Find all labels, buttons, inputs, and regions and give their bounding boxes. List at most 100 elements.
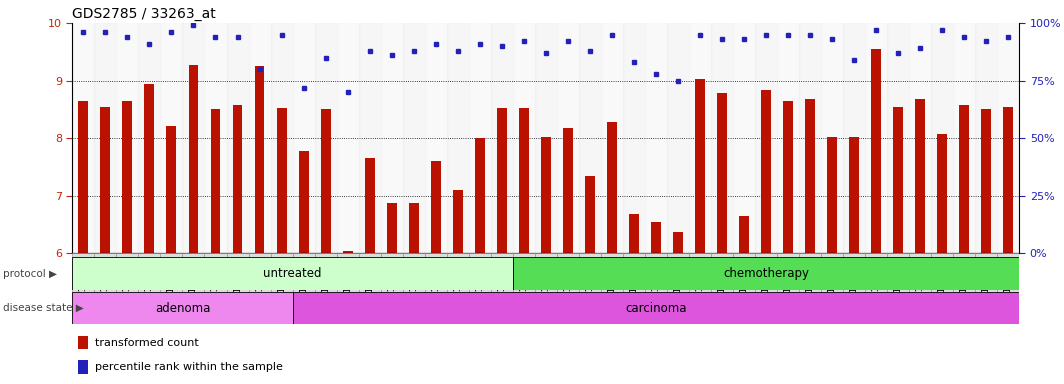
- Text: GSM180643: GSM180643: [453, 257, 462, 311]
- Bar: [204, 23, 227, 253]
- Bar: [431, 161, 440, 253]
- Bar: [320, 109, 331, 253]
- Bar: [315, 23, 336, 253]
- Bar: [849, 137, 859, 253]
- Bar: [138, 253, 161, 317]
- Bar: [233, 105, 243, 253]
- Bar: [249, 253, 270, 317]
- Bar: [293, 292, 1019, 324]
- Bar: [629, 214, 638, 253]
- Bar: [469, 23, 491, 253]
- Text: carcinoma: carcinoma: [626, 302, 686, 314]
- Bar: [645, 23, 667, 253]
- Bar: [72, 292, 293, 324]
- Bar: [1003, 107, 1013, 253]
- Bar: [622, 253, 645, 317]
- Text: GDS2785 / 33263_at: GDS2785 / 33263_at: [72, 7, 216, 21]
- Text: GSM180647: GSM180647: [542, 257, 550, 311]
- Bar: [601, 23, 622, 253]
- Bar: [402, 253, 425, 317]
- Text: GSM180644: GSM180644: [476, 257, 484, 311]
- Text: GSM180652: GSM180652: [651, 257, 661, 311]
- Bar: [585, 176, 595, 253]
- Text: GSM180642: GSM180642: [431, 257, 440, 311]
- Bar: [425, 253, 447, 317]
- Bar: [138, 23, 161, 253]
- Bar: [293, 253, 315, 317]
- Bar: [717, 93, 727, 253]
- Bar: [827, 137, 837, 253]
- Bar: [425, 23, 447, 253]
- Bar: [541, 137, 551, 253]
- Bar: [475, 138, 485, 253]
- Text: GSM180636: GSM180636: [299, 257, 309, 311]
- Bar: [931, 253, 953, 317]
- Text: GSM180667: GSM180667: [982, 257, 991, 311]
- Text: GSM180660: GSM180660: [828, 257, 836, 311]
- Bar: [997, 23, 1019, 253]
- Bar: [254, 66, 265, 253]
- Bar: [409, 203, 418, 253]
- Bar: [227, 23, 249, 253]
- Bar: [783, 101, 793, 253]
- Text: adenoma: adenoma: [154, 302, 211, 314]
- Bar: [72, 23, 95, 253]
- Text: GSM180665: GSM180665: [937, 257, 947, 311]
- Bar: [667, 253, 689, 317]
- Bar: [402, 23, 425, 253]
- Text: GSM180657: GSM180657: [762, 257, 770, 311]
- Bar: [270, 253, 293, 317]
- Text: disease state ▶: disease state ▶: [3, 303, 84, 313]
- Text: GSM180664: GSM180664: [916, 257, 925, 311]
- Text: untreated: untreated: [263, 267, 321, 280]
- Bar: [497, 108, 506, 253]
- Bar: [953, 23, 976, 253]
- Bar: [821, 23, 843, 253]
- Bar: [315, 253, 336, 317]
- Bar: [453, 190, 463, 253]
- Bar: [843, 23, 865, 253]
- Bar: [116, 23, 138, 253]
- Bar: [166, 126, 177, 253]
- Bar: [579, 253, 601, 317]
- Text: GSM180656: GSM180656: [739, 257, 749, 311]
- Bar: [211, 109, 220, 253]
- Text: GSM180646: GSM180646: [519, 257, 529, 311]
- Bar: [72, 253, 95, 317]
- Text: GSM180638: GSM180638: [343, 257, 352, 311]
- Text: GSM180631: GSM180631: [189, 257, 198, 311]
- Bar: [336, 253, 359, 317]
- Text: GSM180654: GSM180654: [696, 257, 704, 311]
- Text: GSM180635: GSM180635: [277, 257, 286, 311]
- Bar: [871, 49, 881, 253]
- Text: GSM180663: GSM180663: [894, 257, 902, 311]
- Bar: [270, 23, 293, 253]
- Bar: [667, 23, 689, 253]
- Bar: [72, 257, 513, 290]
- Bar: [535, 23, 556, 253]
- Text: GSM180653: GSM180653: [674, 257, 682, 311]
- Bar: [953, 253, 976, 317]
- Bar: [960, 105, 969, 253]
- Bar: [915, 99, 926, 253]
- Text: GSM180630: GSM180630: [167, 257, 176, 311]
- Bar: [695, 79, 705, 253]
- Bar: [447, 23, 469, 253]
- Bar: [381, 253, 402, 317]
- Text: GSM180629: GSM180629: [145, 257, 154, 311]
- Bar: [336, 23, 359, 253]
- Bar: [161, 253, 182, 317]
- Text: GSM180651: GSM180651: [630, 257, 638, 311]
- Bar: [161, 23, 182, 253]
- Bar: [937, 134, 947, 253]
- Bar: [386, 203, 397, 253]
- Bar: [182, 23, 204, 253]
- Text: GSM180626: GSM180626: [79, 257, 88, 311]
- Bar: [894, 107, 903, 253]
- Bar: [887, 253, 910, 317]
- Text: GSM180648: GSM180648: [563, 257, 572, 311]
- Text: GSM180666: GSM180666: [960, 257, 968, 311]
- Bar: [689, 23, 711, 253]
- Bar: [182, 253, 204, 317]
- Bar: [622, 23, 645, 253]
